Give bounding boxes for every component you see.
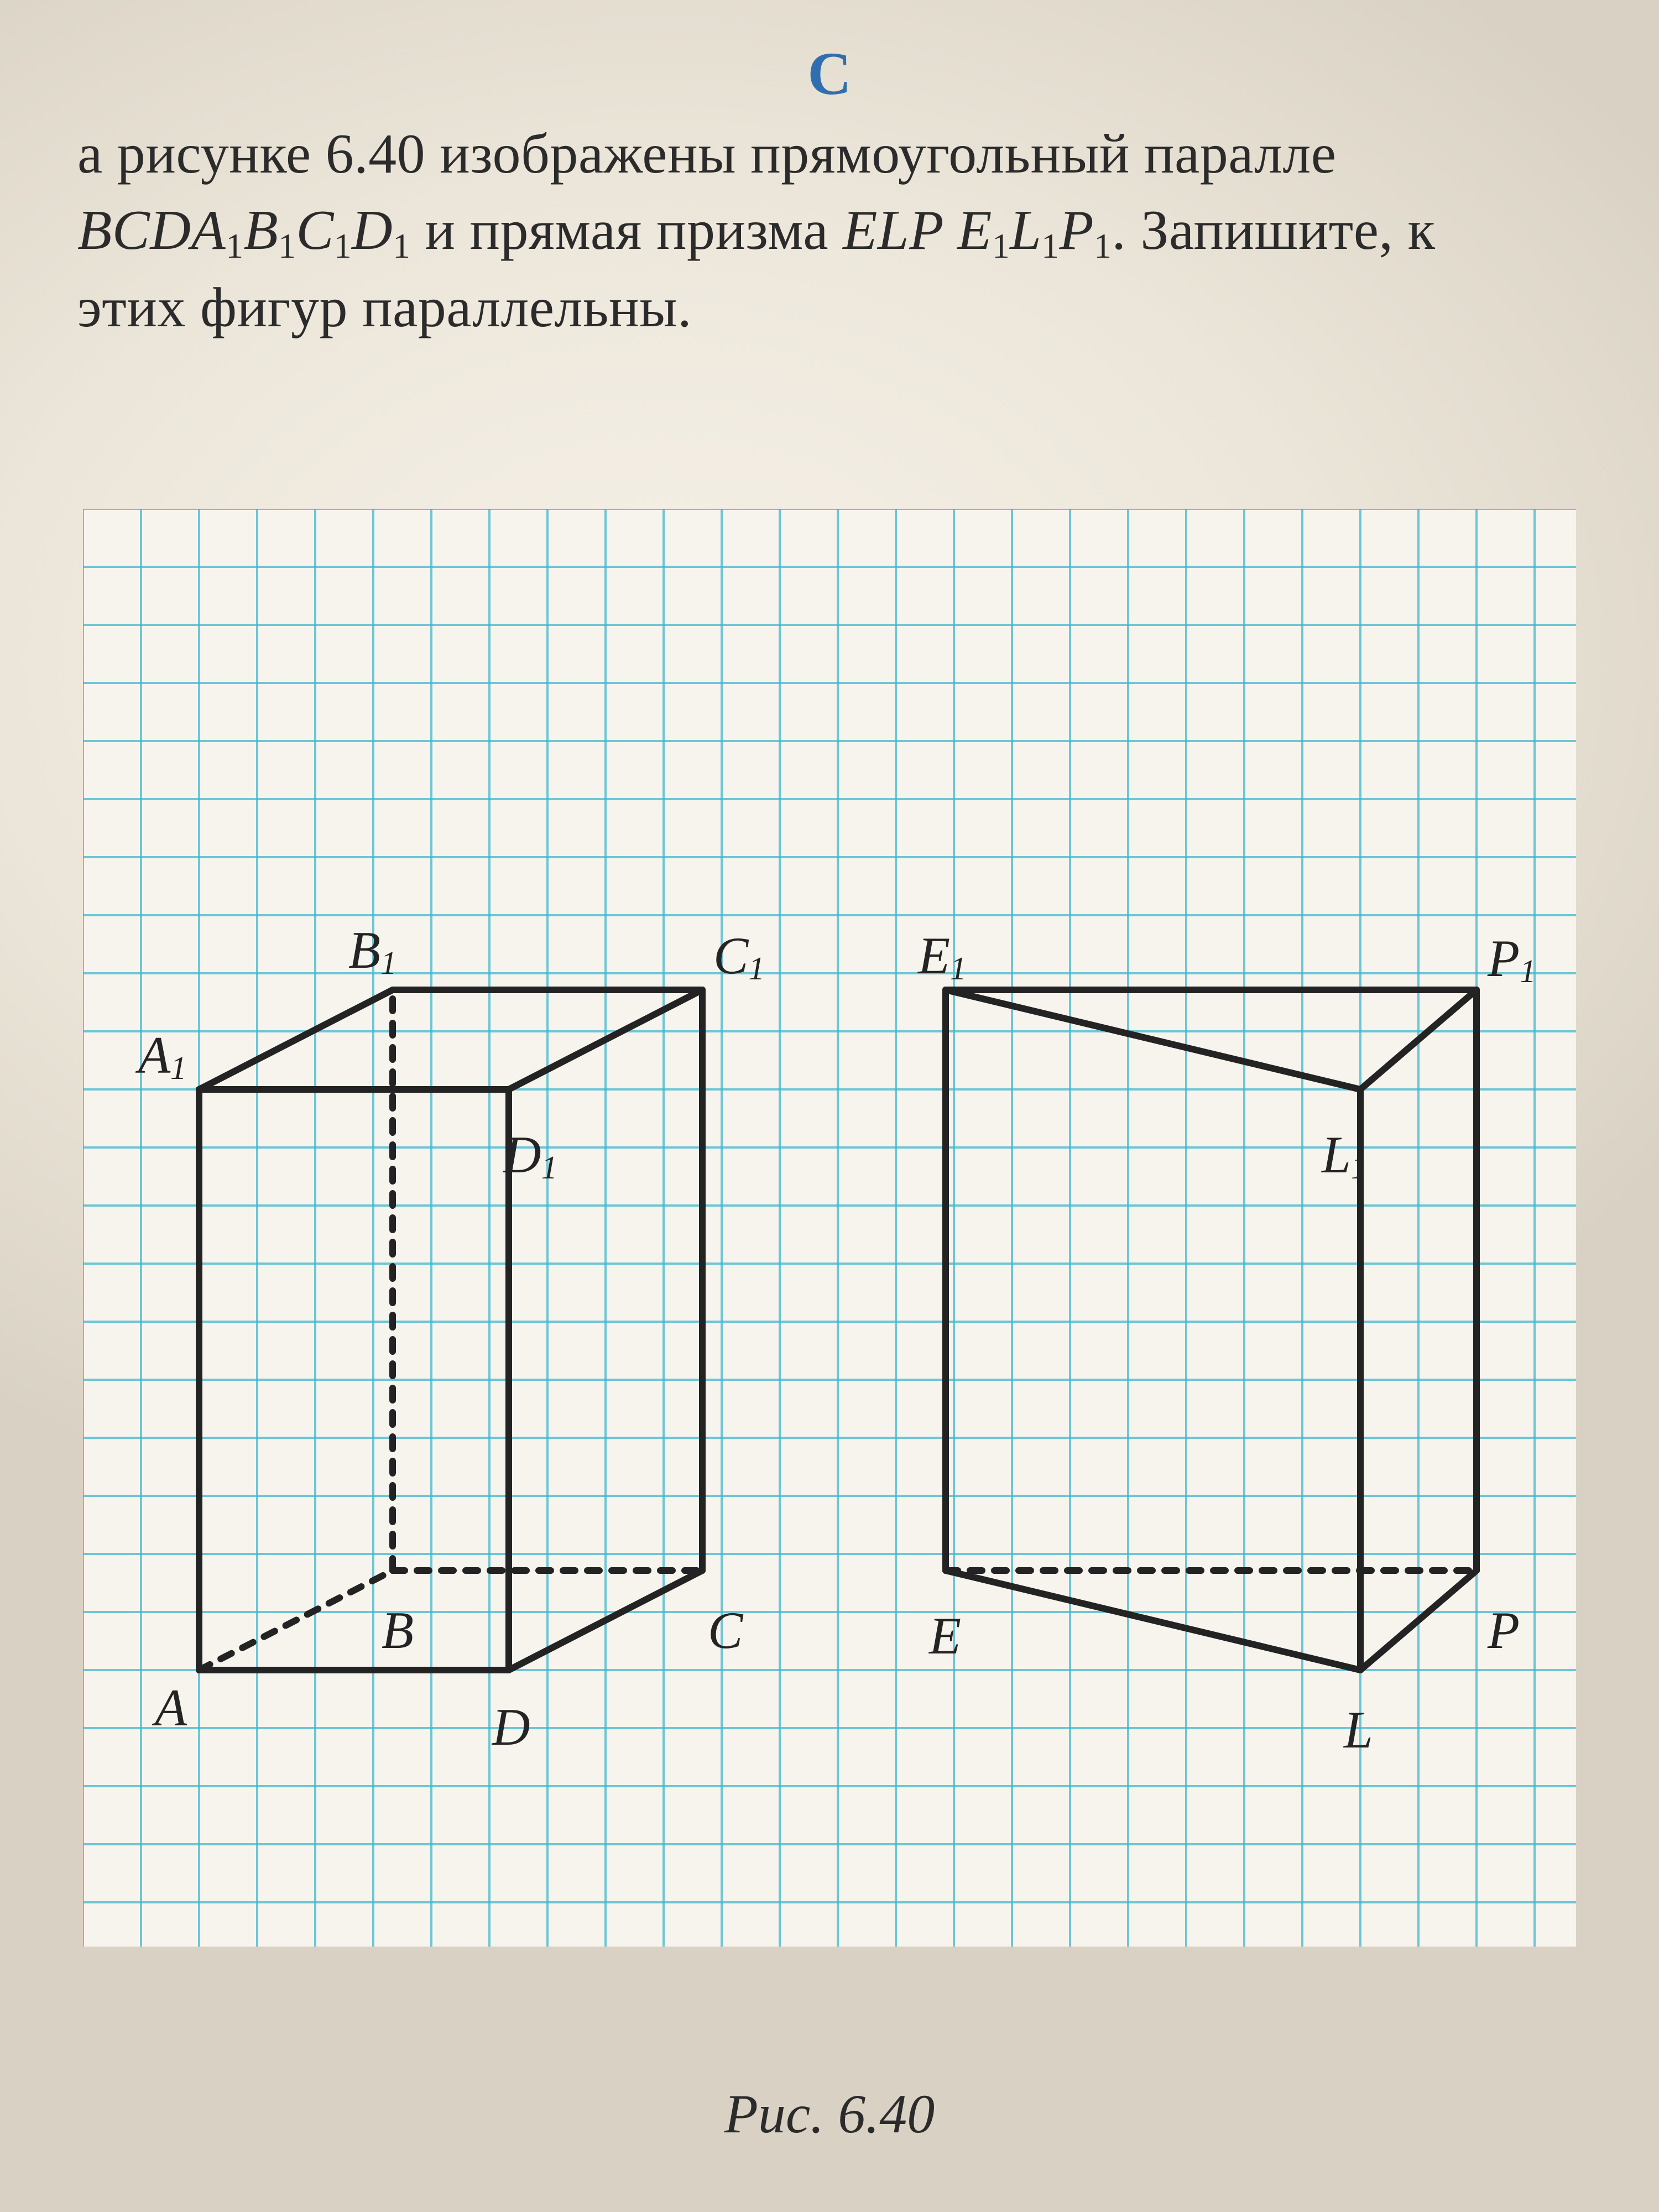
figure-caption: Рис. 6.40 [724,2082,935,2146]
section-letter: С [807,39,851,109]
svg-text:P: P [1487,1601,1520,1660]
svg-text:D: D [491,1698,530,1756]
svg-text:E: E [928,1606,961,1665]
problem-text: а рисунке 6.40 изображены прямоугольный … [77,116,1626,346]
problem-line-1: а рисунке 6.40 изображены прямоугольный … [77,116,1626,192]
svg-text:L: L [1343,1700,1373,1759]
svg-text:A: A [152,1678,187,1737]
svg-text:C: C [708,1601,744,1660]
problem-line-3: этих фигур параллельны. [77,270,1626,346]
svg-text:B: B [382,1601,414,1660]
problem-line-2: BCDA1B1C1D1 и прямая призма ELP E1L1P1. … [77,192,1626,270]
figure-6-40: ABCDA1B1C1D1ELPE1L1P1 [83,509,1576,1947]
